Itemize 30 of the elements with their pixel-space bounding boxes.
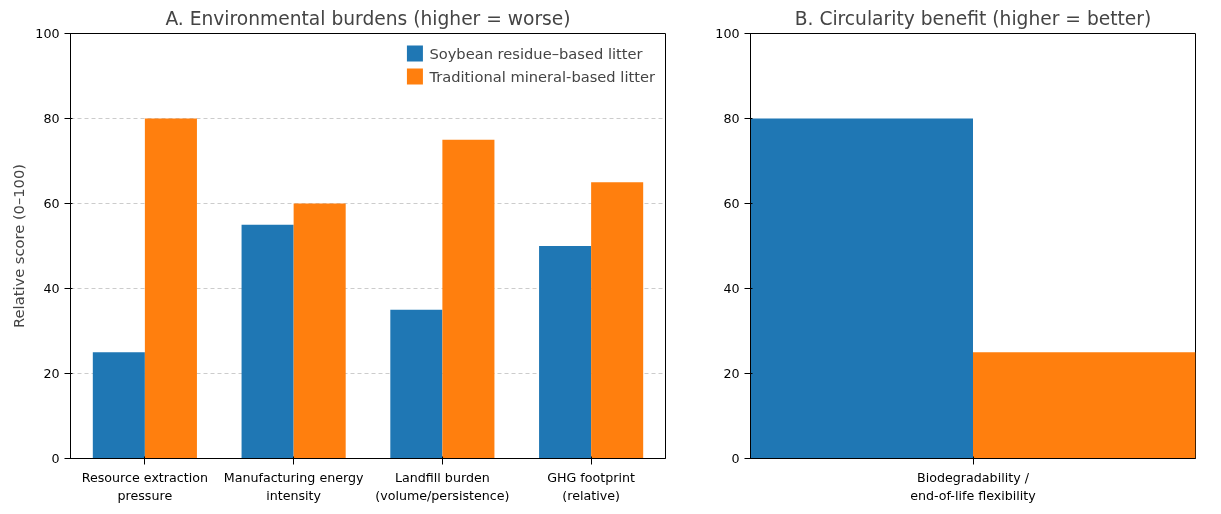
y-tick-label: 60: [723, 196, 740, 211]
y-tick-label: 80: [43, 111, 60, 126]
y-tick-label: 0: [51, 451, 60, 466]
x-tick-label: Resource extraction pressure: [81, 469, 208, 503]
y-tick-label: 20: [43, 366, 60, 381]
y-tick-label: 40: [43, 281, 60, 296]
bar: [591, 182, 644, 459]
x-tick-label: Landfill burden (volume/persistence): [375, 469, 510, 503]
bar: [390, 309, 443, 459]
legend-label: Soybean residue–based litter: [429, 44, 643, 62]
chart-title: A. Environmental burdens (higher = worse): [165, 7, 571, 29]
y-tick-label: 100: [715, 26, 740, 41]
chart-title: B. Circularity benefit (higher = better): [794, 7, 1152, 29]
y-tick-label: 20: [723, 366, 740, 381]
x-tick-label: Manufacturing energy intensity: [223, 469, 365, 503]
x-tick-label: GHG footprint (relative): [547, 469, 636, 503]
bar: [539, 246, 592, 459]
bar: [92, 352, 145, 459]
bar: [442, 139, 495, 459]
y-tick-label: 60: [43, 196, 60, 211]
y-tick-label: 100: [35, 26, 60, 41]
y-axis-title: Relative score (0–100): [10, 164, 28, 328]
y-tick-label: 0: [731, 451, 740, 466]
bar: [293, 203, 346, 459]
y-tick-label: 40: [723, 281, 740, 296]
y-tick-label: 80: [723, 111, 740, 126]
bar: [241, 224, 294, 459]
legend-label: Traditional mineral-based litter: [429, 67, 655, 85]
x-tick-label: Biodegradability / end-of-life flexibility: [910, 469, 1037, 503]
bar: [144, 118, 197, 459]
